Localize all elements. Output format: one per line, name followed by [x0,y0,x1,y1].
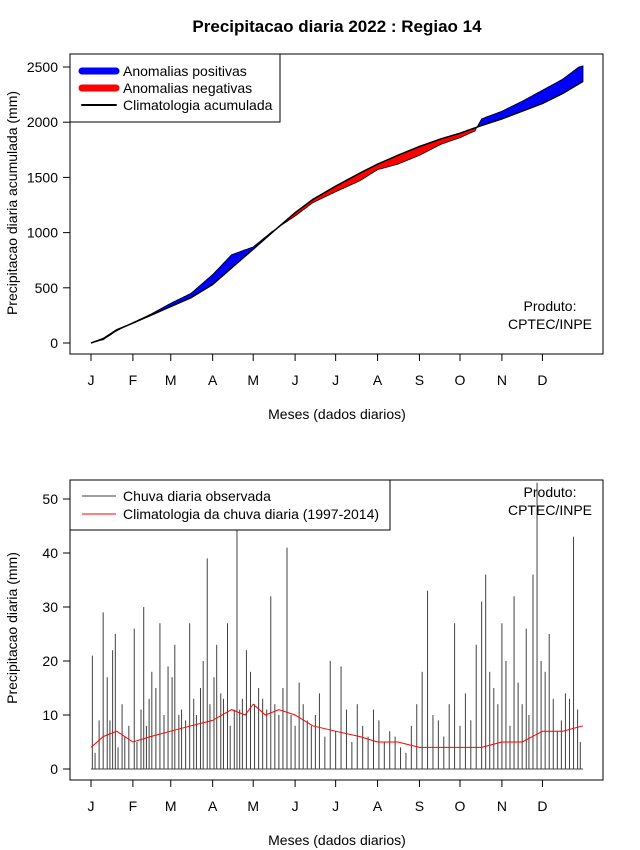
x-tick-label: O [455,372,466,388]
x-tick-label: M [247,372,259,388]
chart-title: Precipitacao diaria 2022 : Regiao 14 [192,17,482,36]
daily-chart-legend: Chuva diaria observada Climatologia da ch… [69,479,391,531]
negative-anomaly-area [278,126,477,228]
positive-anomaly-area [127,227,278,326]
daily-y-axis: 0 10 20 30 40 50 [42,491,70,777]
x-tick-label: M [165,372,177,388]
x-tick-label: O [455,798,466,814]
x-tick-label: F [129,798,138,814]
x-tick-label: A [208,372,218,388]
y-tick-label: 10 [42,707,58,723]
x-tick-label: S [415,798,424,814]
y-tick-label: 1500 [27,169,58,185]
daily-chart-plot-area [90,482,584,770]
y-tick-label: 20 [42,653,58,669]
x-tick-label: J [292,798,299,814]
y-tick-label: 30 [42,599,58,615]
legend-label: Anomalias negativas [123,80,252,96]
y-tick-label: 500 [35,280,59,296]
y-tick-label: 2000 [27,114,58,130]
x-tick-label: M [165,798,177,814]
daily-y-axis-label: Precipitacao diaria (mm) [4,552,20,704]
daily-x-axis-label: Meses (dados diarios) [268,832,406,848]
x-tick-label: A [373,372,383,388]
y-tick-label: 50 [42,491,58,507]
cumulative-credit-line-2: CPTEC/INPE [508,316,592,332]
x-tick-label: J [332,372,339,388]
x-tick-label: N [497,372,507,388]
y-tick-label: 40 [42,545,58,561]
cumulative-credit-line-1: Produto: [524,298,577,314]
cumulative-y-axis: 0 500 1000 1500 2000 2500 [27,59,70,351]
x-tick-label: J [88,372,95,388]
x-tick-label: D [537,372,547,388]
cumulative-climatology-line [90,80,584,344]
legend-label: Chuva diaria observada [123,488,271,504]
x-tick-label: A [208,798,218,814]
x-tick-label: J [292,372,299,388]
x-tick-label: J [88,798,95,814]
cumulative-x-axis-label: Meses (dados diarios) [268,406,406,422]
legend-label: Climatologia acumulada [123,97,273,113]
y-tick-label: 2500 [27,59,58,75]
daily-climatology-line [90,703,584,748]
x-tick-label: S [415,372,424,388]
y-tick-label: 0 [50,335,58,351]
x-tick-label: D [537,798,547,814]
daily-credit-line-1: Produto: [524,484,577,500]
daily-credit-line-2: CPTEC/INPE [508,502,592,518]
legend-box [69,479,391,531]
y-tick-label: 0 [50,761,58,777]
cumulative-chart-frame [69,53,604,355]
x-tick-label: A [373,798,383,814]
legend-label: Anomalias positivas [123,63,247,79]
x-tick-label: J [332,798,339,814]
x-tick-label: F [129,372,138,388]
y-tick-label: 1000 [27,225,58,241]
legend-label: Climatologia da chuva diaria (1997-2014) [123,506,379,522]
cumulative-y-axis-label: Precipitacao diaria acumulada (mm) [4,91,20,315]
x-tick-label: M [247,798,259,814]
cumulative-chart-plot-area [90,65,584,344]
x-tick-label: N [497,798,507,814]
positive-anomaly-area [477,65,584,128]
